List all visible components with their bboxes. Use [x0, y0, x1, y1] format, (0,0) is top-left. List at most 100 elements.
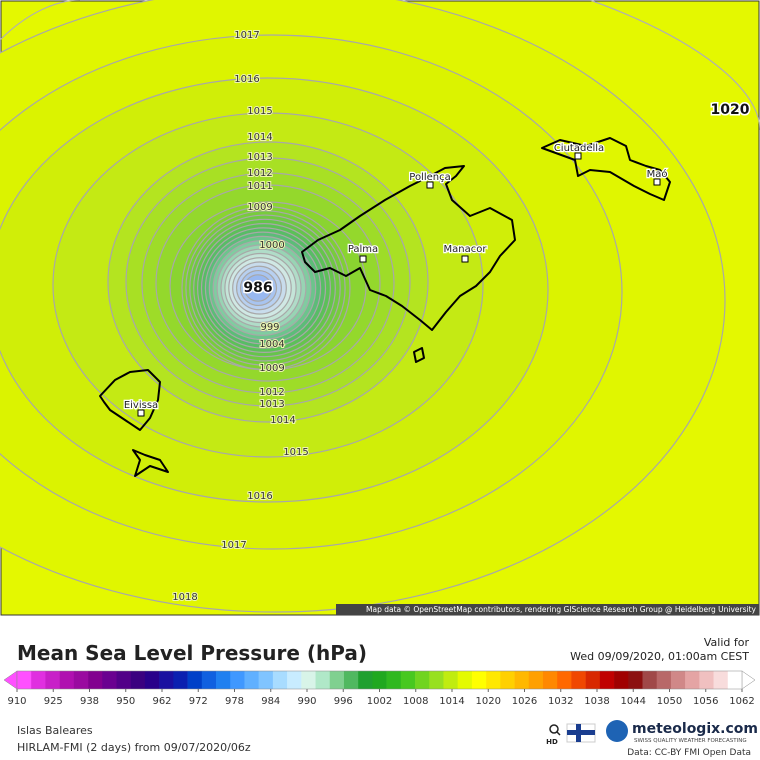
legend: Mean Sea Level Pressure (hPa) Valid for … [3, 636, 756, 707]
colorbar-tick-label: 978 [225, 696, 244, 707]
contour-label: 1013 [259, 399, 284, 410]
colorbar-cell [230, 671, 245, 689]
contour-label: 1015 [283, 447, 308, 458]
place-label: Maó [647, 168, 668, 180]
coastline [132, 449, 169, 477]
contour-label: 1017 [221, 540, 246, 551]
contour-label: 1020 [711, 102, 750, 118]
colorbar-tick-label: 996 [334, 696, 353, 707]
colorbar-cell [116, 671, 132, 689]
contour-label: 1016 [247, 491, 272, 502]
place-marker [461, 255, 469, 263]
contour-label: 1014 [270, 415, 295, 426]
attribution-bg [336, 604, 759, 615]
colorbar-tick-label: 990 [297, 696, 316, 707]
colorbar-cell [415, 671, 430, 689]
colorbar-cell [17, 671, 32, 689]
colorbar-cell [500, 671, 515, 689]
contour-label: 986 [243, 280, 272, 296]
contour [243, 274, 273, 302]
place-marker [137, 409, 145, 417]
colorbar-tick-label: 984 [261, 696, 280, 707]
hd-label[interactable]: HD [546, 738, 558, 746]
colorbar-tick-label: 910 [7, 696, 26, 707]
hd-icon[interactable] [549, 724, 559, 734]
colorbar-cell [102, 671, 117, 689]
tagline: SWISS QUALITY WEATHER FORECASTING [634, 738, 747, 744]
colorbar-cell [528, 671, 544, 689]
region: Islas Baleares [17, 724, 93, 737]
colorbar-tick-label: 1062 [729, 696, 754, 707]
coastline [413, 347, 425, 363]
contour [0, 0, 81, 41]
colorbar-cell [585, 671, 601, 689]
colorbar-cell [301, 671, 316, 689]
contour-label: 1012 [259, 387, 284, 398]
place-label: Manacor [444, 244, 488, 255]
colorbar-cell [713, 671, 729, 689]
legend-title: Mean Sea Level Pressure (hPa) [17, 641, 367, 665]
colorbar-tick-label: 972 [189, 696, 208, 707]
colorbar-cell [258, 671, 274, 689]
colorbar-cell [571, 671, 586, 689]
colorbar-cell [699, 671, 714, 689]
colorbar-tick-label: 1002 [367, 696, 392, 707]
contour-label: 1016 [234, 74, 259, 85]
colorbar-tick-label: 1050 [657, 696, 682, 707]
colorbar-cell [187, 671, 203, 689]
colorbar-cell [443, 671, 458, 689]
hd-icon[interactable] [556, 731, 561, 736]
colorbar-cell [272, 671, 288, 689]
colorbar: 910 925 938 950 962 972 978 984 990 996 1002 1008 10… [3, 670, 756, 707]
colorbar-cell [343, 671, 359, 689]
data-source: Data: CC-BY FMI Open Data [627, 748, 751, 758]
colorbar-cell [287, 671, 302, 689]
place-marker [653, 178, 661, 186]
colorbar-tick-label: 1032 [548, 696, 573, 707]
contour-label: 1011 [247, 181, 272, 192]
contour-label: 1009 [247, 202, 272, 213]
colorbar-cell [429, 671, 444, 689]
colorbar-cell [670, 671, 686, 689]
colorbar-cell [614, 671, 629, 689]
model-run: HIRLAM-FMI (2 days) from 09/07/2020/06z [17, 741, 251, 754]
colorbar-cell [457, 671, 473, 689]
place-marker [359, 255, 367, 263]
colorbar-cell [201, 671, 217, 689]
colorbar-cell [173, 671, 188, 689]
contour-label: 1013 [247, 152, 272, 163]
colorbar-tick-label: 1014 [439, 696, 464, 707]
contour-label: 1018 [172, 592, 197, 603]
colorbar-cell [216, 671, 231, 689]
colorbar-cell [159, 671, 174, 689]
colorbar-cell [386, 671, 402, 689]
colorbar-cell [144, 671, 160, 689]
place-label: Ciutadella [554, 143, 604, 154]
contour-label: 1012 [247, 168, 272, 179]
colorbar-cell [656, 671, 672, 689]
coastline [99, 369, 161, 431]
contour-label: 1009 [259, 363, 284, 374]
place-label: Pollença [409, 172, 450, 183]
attribution: Map data © OpenStreetMap contributors, r… [366, 605, 757, 614]
colorbar-cell [73, 671, 89, 689]
colorbar-tick-label: 1026 [512, 696, 537, 707]
colorbar-cell [486, 671, 501, 689]
contour-labels: 1017 1016 1015 1014 1013 1012 1011 1009 … [171, 29, 751, 604]
colorbar-tick-label: 962 [152, 696, 171, 707]
colorbar-cell [358, 671, 373, 689]
contour [589, 0, 760, 131]
colorbar-cell [88, 671, 103, 689]
place-label: Palma [348, 244, 378, 255]
colorbar-cell [59, 671, 75, 689]
colorbar-cell [45, 671, 60, 689]
contour-label: 1015 [247, 106, 272, 117]
colorbar-tick-label: 1008 [403, 696, 428, 707]
colorbar-tick-label: 1044 [621, 696, 646, 707]
colorbar-cell [599, 671, 615, 689]
place-marker [574, 152, 582, 160]
footer: Islas Baleares HIRLAM-FMI (2 days) from … [17, 720, 758, 758]
colorbar-cell [628, 671, 643, 689]
colorbar-tick-label: 1056 [693, 696, 718, 707]
colorbar-tick-label: 938 [80, 696, 99, 707]
